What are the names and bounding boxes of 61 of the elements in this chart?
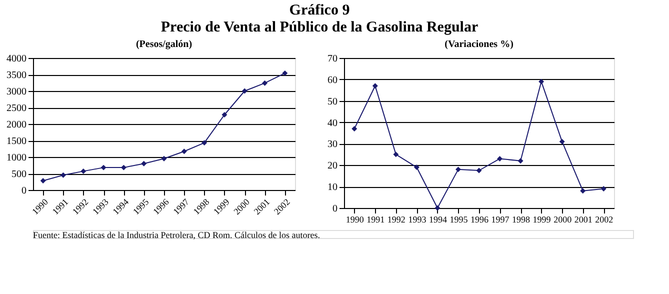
- x-tick-label: 1998: [512, 214, 531, 224]
- y-tick-label: 1000: [6, 152, 26, 164]
- point: [600, 186, 606, 192]
- y-tick-label: 500: [12, 169, 26, 180]
- point: [372, 83, 378, 89]
- x-tick-label: 1999: [532, 214, 552, 224]
- x-tick-label: 2002: [595, 214, 614, 224]
- x-tick-label: 1990: [346, 214, 364, 224]
- point: [518, 158, 524, 164]
- y-tick-label: 30: [328, 139, 338, 150]
- y-tick-label: 4000: [6, 54, 26, 64]
- point: [434, 205, 440, 211]
- point: [414, 164, 420, 170]
- point: [181, 148, 187, 154]
- point: [282, 70, 288, 76]
- y-tick-label: 3500: [6, 70, 26, 81]
- x-tick-label: 1997: [491, 214, 510, 224]
- point: [352, 126, 358, 132]
- text: Precio de Venta al Público de la Gasolina Regular: [160, 20, 478, 36]
- x-tick-label: 1994: [428, 214, 448, 224]
- point: [80, 168, 86, 174]
- point: [202, 140, 208, 146]
- x-tick-label: 1991: [50, 196, 70, 217]
- x-tick-label: 1996: [470, 214, 489, 224]
- y-tick-label: 2000: [6, 120, 26, 130]
- x-tick-label: 1992: [387, 214, 406, 224]
- y-tick-label: 1500: [6, 136, 26, 147]
- y-tick-label: 20: [328, 160, 338, 172]
- y-tick-label: 70: [328, 54, 338, 64]
- point: [455, 166, 461, 172]
- source-note: Fuente: Estadísticas de la Industria Petrolera, CD Rom. Cálculos de los autores.: [33, 230, 320, 240]
- x-tick-label: 2001: [574, 214, 592, 224]
- point: [242, 88, 248, 94]
- point: [393, 152, 399, 158]
- point: [222, 112, 228, 118]
- point: [161, 156, 167, 162]
- y-tick-label: 50: [328, 96, 338, 108]
- point: [40, 178, 46, 184]
- point: [100, 164, 106, 170]
- x-tick-label: 1993: [408, 214, 427, 224]
- x-tick-label: 2000: [554, 214, 572, 224]
- x-tick-label: 1991: [366, 214, 385, 224]
- y-tick-label: 2500: [6, 103, 26, 114]
- point: [141, 160, 147, 166]
- point: [262, 80, 268, 86]
- y-tick-label: 10: [328, 182, 338, 194]
- y-tick-label: 40: [328, 118, 338, 129]
- point: [538, 78, 544, 84]
- chart-title: (Pesos/galón): [136, 39, 192, 50]
- y-tick-label: 3000: [6, 86, 26, 98]
- y-tick-label: 0: [332, 204, 338, 214]
- point: [580, 188, 586, 194]
- point: [60, 172, 66, 178]
- x-tick-label: 1995: [450, 214, 468, 224]
- point: [559, 138, 565, 144]
- chart-title: (Variaciones %): [444, 39, 514, 50]
- y-tick-label: 0: [22, 186, 26, 196]
- text: Gráfico 9: [289, 2, 350, 18]
- point: [476, 168, 482, 174]
- y-tick-label: 60: [328, 74, 338, 86]
- point: [497, 156, 503, 162]
